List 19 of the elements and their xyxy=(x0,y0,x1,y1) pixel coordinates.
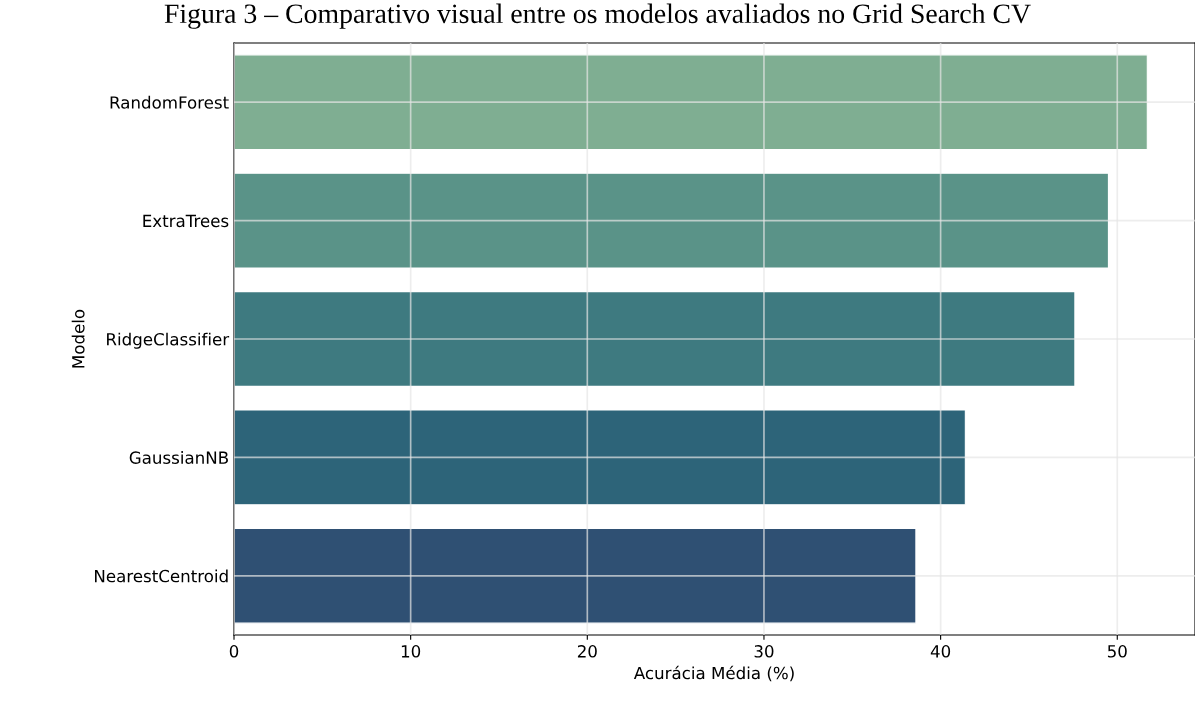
y-tick-label: RandomForest xyxy=(110,95,229,109)
x-tick-label: 40 xyxy=(930,645,951,658)
y-tick-label: RidgeClassifier xyxy=(107,332,230,349)
x-tick-label: 0 xyxy=(229,645,239,658)
bar xyxy=(234,54,1148,151)
y-tick-label: GaussianNB xyxy=(129,451,228,464)
bar xyxy=(234,527,917,624)
y-axis-title: Modelo xyxy=(71,309,85,368)
x-tick-label: 20 xyxy=(577,645,597,658)
x-tick-label: 50 xyxy=(1107,645,1127,658)
y-tick-label: NearestCentroid xyxy=(95,569,228,583)
bar xyxy=(234,291,1076,387)
x-tick-label: 30 xyxy=(754,645,774,658)
chart-title: Figura 3 – Comparativo visual entre os modelos avaliados no Grid Search CV xyxy=(164,3,1031,29)
x-axis-title: Acurácia Média (%) xyxy=(633,665,794,682)
y-tick-label: ExtraTrees xyxy=(143,214,229,228)
bar xyxy=(234,409,966,506)
bar xyxy=(234,172,1109,269)
x-tick-label: 10 xyxy=(401,645,421,658)
